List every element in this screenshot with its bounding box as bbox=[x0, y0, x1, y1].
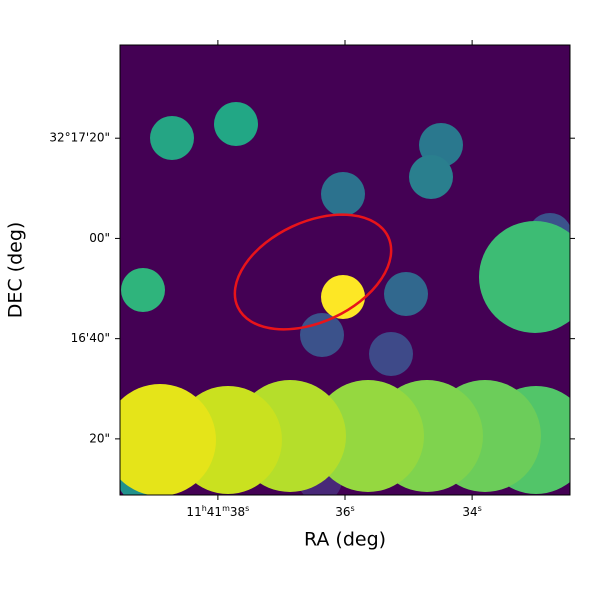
x-tick-label: 34s bbox=[462, 504, 481, 519]
y-axis-label: DEC (deg) bbox=[5, 222, 27, 319]
y-tick-label: 20" bbox=[89, 431, 110, 445]
aperture-ellipse bbox=[233, 213, 393, 331]
image bbox=[120, 45, 570, 495]
y-tick-label: 00" bbox=[89, 231, 110, 245]
y-tick-label: 32°17'20" bbox=[49, 131, 110, 145]
y-tick-label: 16'40" bbox=[71, 331, 110, 345]
x-tick-label: 11h41m38s bbox=[186, 504, 249, 519]
x-axis-label: RA (deg) bbox=[304, 529, 386, 551]
x-tick-label: 36s bbox=[335, 504, 354, 519]
